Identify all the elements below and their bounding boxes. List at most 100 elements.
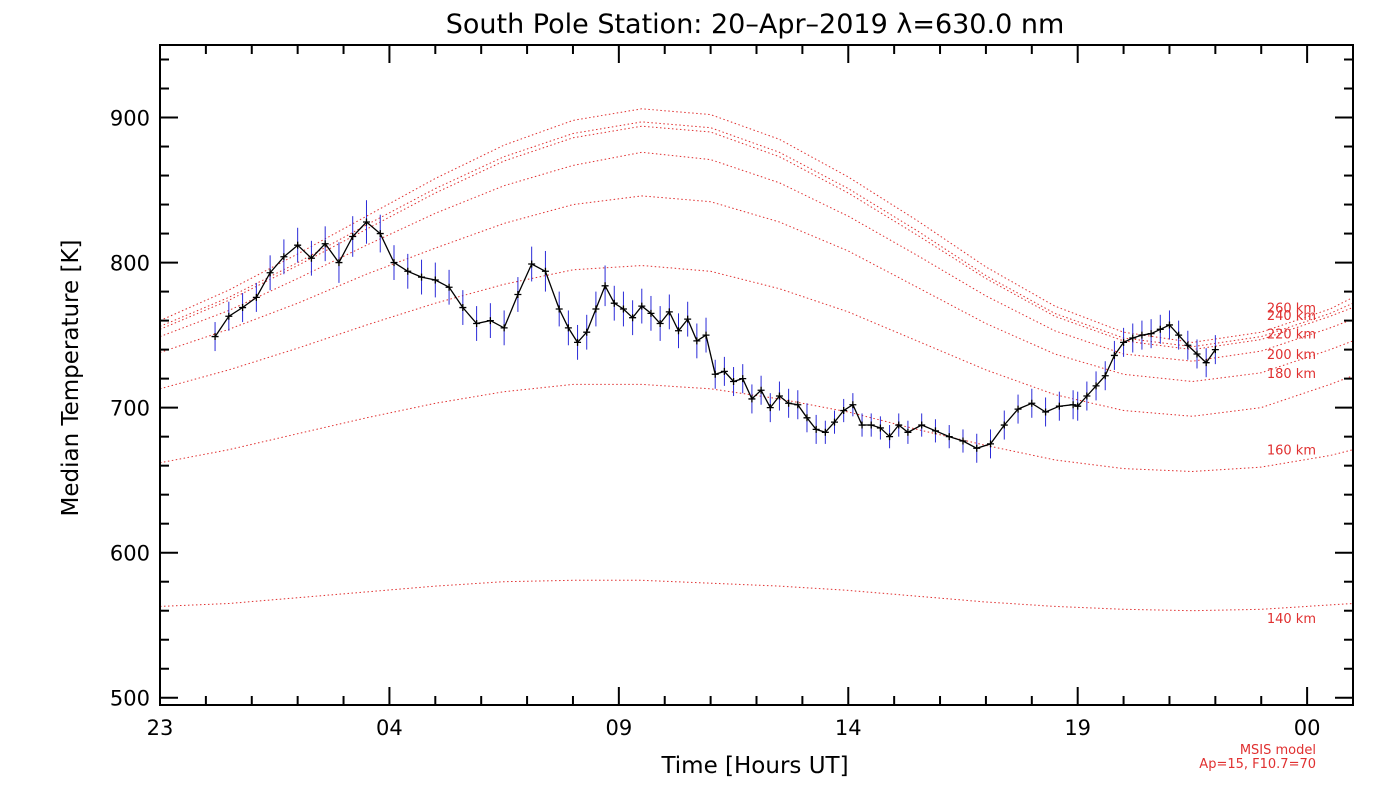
model-curve-label-5: 220 km [1267,328,1316,343]
model-curve-6 [159,125,1354,351]
data-point-marker [266,269,274,277]
data-point-marker [486,317,494,325]
y-tick-label: 600 [110,542,150,566]
data-point-marker [1129,334,1137,342]
x-tick-label: 09 [605,716,632,740]
model-curve-label-2: 160 km [1267,444,1316,459]
data-point-marker [629,314,637,322]
data-point-marker [684,315,692,323]
data-point-marker [647,309,655,317]
data-point-marker [239,304,247,312]
data-point-marker [564,324,572,332]
data-point-marker [849,401,857,409]
data-point-marker [1028,399,1036,407]
data-point-marker [711,370,719,378]
y-tick-label: 900 [110,107,150,131]
data-point-marker [702,331,710,339]
model-curve-label-3: 180 km [1267,367,1316,382]
data-point-marker [1074,402,1082,410]
data-point-marker [362,218,370,226]
data-point-marker [1202,359,1210,367]
data-point-marker [858,421,866,429]
data-point-marker [748,395,756,403]
data-point-marker [794,401,802,409]
data-point-marker [665,308,673,316]
x-tick-label: 19 [1064,716,1091,740]
data-point-marker [335,259,343,267]
data-point-marker [766,404,774,412]
data-point-marker [674,327,682,335]
data-point-marker [211,333,219,341]
model-curve-label-7: 260 km [1267,302,1316,317]
data-point-marker [418,273,426,281]
data-point-marker [904,428,912,436]
data-point-marker [1055,402,1063,410]
data-point-marker [886,433,894,441]
data-point-marker [280,253,288,261]
data-point-marker [601,282,609,290]
data-point-marker [321,240,329,248]
model-curve-label-1: 140 km [1267,612,1316,627]
data-point-marker [1184,341,1192,349]
data-point-marker [739,375,747,383]
data-point-marker [500,324,508,332]
model-curve-2 [159,383,1354,473]
model-curve-3 [159,264,1354,417]
data-point-marker [876,424,884,432]
model-note-line-2: Ap=15, F10.7=70 [1199,757,1316,772]
data-point-marker [404,267,412,275]
data-point-marker [1014,405,1022,413]
x-tick-label: 04 [376,716,403,740]
y-tick-label: 800 [110,252,150,276]
data-point-marker [431,276,439,284]
data-point-marker [1147,330,1155,338]
data-point-marker [693,337,701,345]
data-point-marker [390,259,398,267]
model-curve-4 [159,195,1354,383]
data-point-marker [895,421,903,429]
data-point-marker [473,320,481,328]
data-point-marker [1138,331,1146,339]
data-point-marker [1000,421,1008,429]
data-point-marker [225,312,233,320]
data-point-marker [294,241,302,249]
data-point-marker [1083,392,1091,400]
data-point-marker [619,305,627,313]
data-point-marker [574,338,582,346]
x-tick-label: 23 [147,716,174,740]
model-curve-8 [159,108,1354,343]
model-curve-label-4: 200 km [1267,348,1316,363]
data-point-marker [528,260,536,268]
plot-frame [159,44,1354,706]
data-point-marker [445,283,453,291]
data-point-marker [307,254,315,262]
data-point-marker [514,290,522,298]
data-point-marker [720,367,728,375]
data-point-marker [821,428,829,436]
data-point-marker [1165,321,1173,329]
data-point-marker [931,427,939,435]
data-point-marker [1042,408,1050,416]
data-point-marker [959,437,967,445]
data-point-marker [376,230,384,238]
data-point-marker [803,414,811,422]
data-point-marker [1092,382,1100,390]
data-point-marker [541,267,549,275]
y-axis-label: Median Temperature [K] [58,240,84,517]
x-axis-label: Time [Hours UT] [660,753,848,779]
data-point-marker [730,378,738,386]
data-point-marker [987,440,995,448]
data-point-marker [831,418,839,426]
data-point-marker [1120,338,1128,346]
data-point-marker [252,293,260,301]
data-point-marker [1193,350,1201,358]
y-tick-label: 700 [110,397,150,421]
data-point-marker [656,320,664,328]
data-point-marker [610,299,618,307]
data-point-marker [1069,401,1077,409]
y-tick-label: 500 [110,687,150,711]
data-point-marker [592,305,600,313]
data-point-marker [945,433,953,441]
data-point-marker [638,302,646,310]
